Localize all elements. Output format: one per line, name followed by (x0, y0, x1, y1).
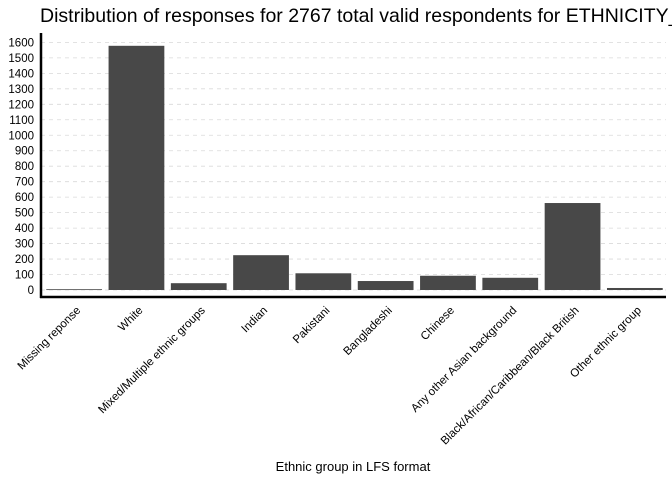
y-tick-label: 1300 (8, 84, 34, 96)
x-tick-label: White (116, 305, 145, 334)
x-tick-label: Chinese (419, 305, 457, 343)
bar (170, 283, 227, 290)
y-tick-label: 1400 (8, 68, 34, 80)
y-tick-label: 900 (15, 146, 34, 158)
bar (108, 45, 165, 290)
chart-title: Distribution of responses for 2767 total… (40, 5, 672, 27)
y-tick-label: 800 (15, 161, 34, 173)
bars (46, 45, 663, 291)
x-axis-title: Ethnic group in LFS format (276, 459, 431, 474)
bar (233, 255, 289, 290)
y-tick-label: 500 (15, 208, 34, 220)
y-tick-label: 1500 (8, 53, 34, 65)
y-tick-label: 300 (15, 239, 34, 251)
y-tick-label: 1200 (8, 99, 34, 111)
bar (544, 203, 601, 290)
x-tick-label: Pakistani (291, 305, 332, 346)
x-tick-label: Other ethnic group (568, 305, 644, 381)
bar (357, 281, 414, 290)
y-tick-label: 100 (15, 270, 34, 282)
y-tick-label: 400 (15, 223, 34, 235)
y-axis-ticks: 0 100 200 300 400 500 600 700 800 900 1000 1100 1200… (8, 37, 34, 297)
bar (606, 287, 663, 290)
y-tick-label: 700 (15, 177, 34, 189)
x-tick-label: Indian (240, 305, 271, 336)
y-tick-label: 1600 (8, 37, 34, 49)
x-tick-label: Bangladeshi (342, 305, 395, 358)
y-tick-label: 1100 (9, 115, 34, 127)
bar (482, 277, 539, 290)
bar (46, 289, 103, 291)
y-tick-label: 0 (28, 285, 34, 297)
y-tick-label: 1000 (8, 130, 34, 142)
x-tick-label: Mixed/Multiple ethnic groups (96, 304, 208, 416)
bar (295, 273, 352, 290)
bar (420, 275, 476, 290)
x-tick-label: Black/African/Caribbean/Black British (439, 305, 582, 448)
x-tick-label: Missing reponse (16, 305, 84, 373)
x-tick-label: Any other Asian background (409, 305, 519, 415)
y-tick-label: 200 (15, 254, 34, 266)
y-tick-label: 600 (15, 192, 34, 204)
